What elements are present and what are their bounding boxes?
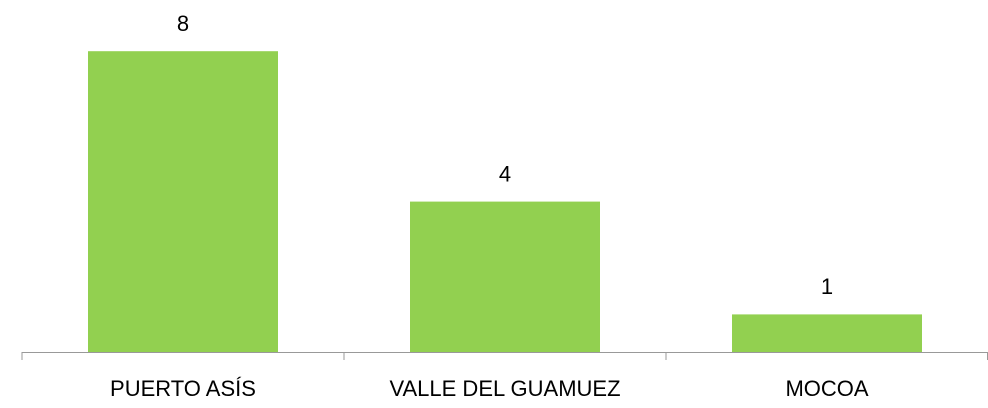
- bar: [732, 314, 922, 352]
- bar: [410, 201, 600, 352]
- value-label: 4: [499, 161, 511, 186]
- x-tick-label: MOCOA: [785, 376, 868, 401]
- x-tick-label: PUERTO ASÍS: [110, 376, 256, 401]
- value-label: 1: [821, 274, 833, 299]
- bar: [88, 51, 278, 352]
- value-label: 8: [177, 11, 189, 36]
- x-tick-label: VALLE DEL GUAMUEZ: [389, 376, 620, 401]
